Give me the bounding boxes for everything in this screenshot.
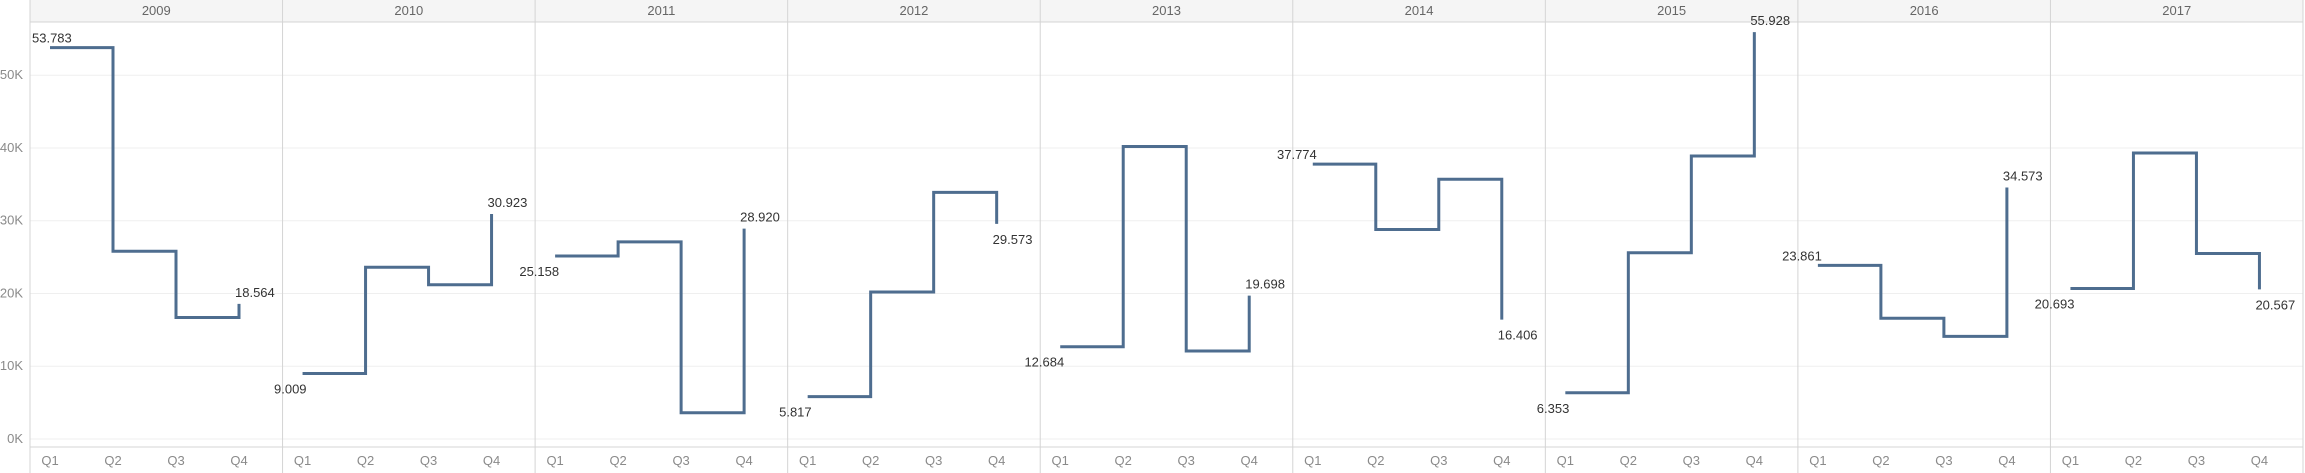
panel-header-band [30,0,2303,22]
series-step-line [50,46,241,319]
series-layer [50,32,2261,415]
x-tick-label: Q3 [672,453,689,468]
y-tick-label: 20K [0,285,23,300]
y-tick-label: 0K [7,431,23,446]
y-tick-label: 40K [0,140,23,155]
y-tick-label: 30K [0,213,23,228]
grid-layer [30,74,2303,440]
x-tick-label: Q3 [167,453,184,468]
data-label: 34.573 [2003,168,2043,183]
panel-year-header: 2015 [1657,3,1686,18]
x-tick-label: Q3 [1935,453,1952,468]
series-step-line [1817,187,2009,338]
data-label: 20.567 [2255,297,2295,312]
data-label: 18.564 [235,285,275,300]
x-tick-label: Q3 [1683,453,1700,468]
x-tick-label: Q4 [988,453,1005,468]
x-tick-label: Q2 [357,453,374,468]
x-tick-label: Q1 [1557,453,1574,468]
x-tick-label: Q4 [1746,453,1763,468]
x-tick-label: Q3 [420,453,437,468]
x-tick-label: Q2 [1620,453,1637,468]
data-label: 12.684 [1024,355,1064,370]
data-label: 20.693 [2035,296,2075,311]
x-tick-label: Q2 [1872,453,1889,468]
x-tick-label: Q1 [294,453,311,468]
data-label: 53.783 [32,31,72,46]
data-label: 19.698 [1245,277,1285,292]
y-tick-label: 10K [0,358,23,373]
x-tick-label: Q2 [104,453,121,468]
x-tick-label: Q1 [799,453,816,468]
data-label: 37.774 [1277,147,1317,162]
panel-year-header: 2013 [1152,3,1181,18]
x-tick-label: Q3 [1430,453,1447,468]
x-tick-label: Q3 [1178,453,1195,468]
panel-year-header: 2009 [142,3,171,18]
x-tick-label: Q4 [1241,453,1258,468]
label-layer: 0K 10K 20K 30K 40K 50K 2009 Q1 Q2 Q3 Q4 53.783 18.56… [0,3,2295,468]
data-label: 16.406 [1498,328,1538,343]
x-tick-label: Q2 [1115,453,1132,468]
data-label: 9.009 [274,381,307,396]
panel-year-header: 2016 [1910,3,1939,18]
x-tick-label: Q3 [925,453,942,468]
x-tick-label: Q1 [2062,453,2079,468]
x-tick-label: Q4 [1493,453,1510,468]
data-label: 28.920 [740,210,780,225]
series-step-line [555,228,746,415]
x-tick-label: Q2 [862,453,879,468]
x-tick-label: Q3 [2188,453,2205,468]
x-tick-label: Q4 [230,453,247,468]
panel-frame-layer [29,0,2304,473]
x-tick-label: Q1 [1304,453,1321,468]
series-step-line [302,214,494,375]
data-label: 23.861 [1782,248,1822,263]
x-tick-label: Q4 [735,453,752,468]
data-label: 25.158 [519,264,559,279]
x-tick-label: Q4 [2251,453,2268,468]
x-tick-label: Q1 [41,453,58,468]
series-step-line [1565,32,1756,395]
x-tick-label: Q1 [1052,453,1069,468]
x-tick-label: Q2 [2125,453,2142,468]
panel-year-header: 2014 [1405,3,1434,18]
y-tick-label: 50K [0,67,23,82]
series-step-line [807,190,999,399]
data-label: 30.923 [488,195,528,210]
x-tick-label: Q1 [546,453,563,468]
panel-year-header: 2017 [2162,3,2191,18]
panel-year-header: 2012 [899,3,928,18]
data-label: 5.817 [779,405,812,420]
x-tick-label: Q2 [609,453,626,468]
series-step-line [2070,151,2261,290]
x-tick-label: Q4 [483,453,500,468]
series-step-line [1060,145,1251,353]
x-tick-label: Q4 [1998,453,2015,468]
x-tick-label: Q1 [1809,453,1826,468]
x-tick-label: Q2 [1367,453,1384,468]
data-label: 55.928 [1750,13,1790,28]
series-step-line [1312,162,1504,320]
data-label: 29.573 [993,232,1033,247]
data-label: 6.353 [1537,401,1570,416]
panel-year-header: 2011 [647,3,675,18]
panel-year-header: 2010 [394,3,423,18]
